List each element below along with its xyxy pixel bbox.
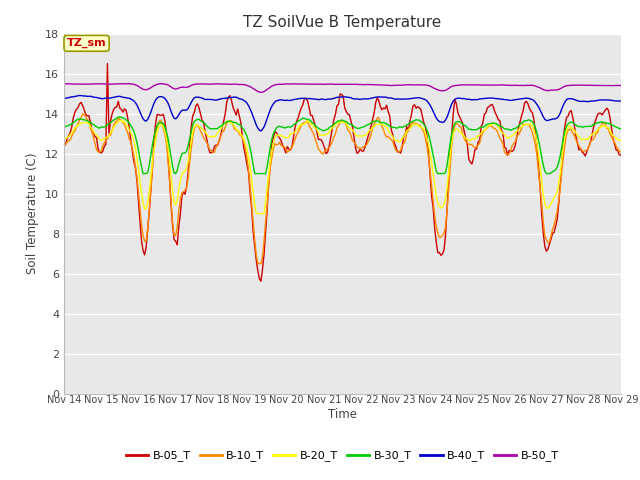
Title: TZ SoilVue B Temperature: TZ SoilVue B Temperature [243,15,442,30]
Legend: B-05_T, B-10_T, B-20_T, B-30_T, B-40_T, B-50_T: B-05_T, B-10_T, B-20_T, B-30_T, B-40_T, … [122,446,563,466]
Y-axis label: Soil Temperature (C): Soil Temperature (C) [26,153,40,275]
X-axis label: Time: Time [328,408,357,421]
Text: TZ_sm: TZ_sm [67,38,106,48]
